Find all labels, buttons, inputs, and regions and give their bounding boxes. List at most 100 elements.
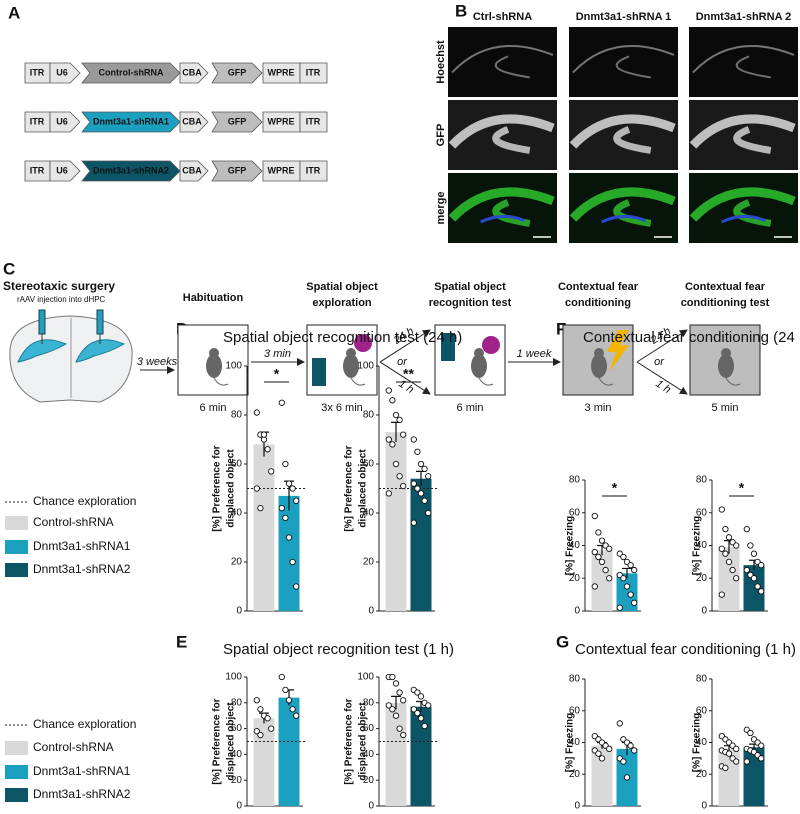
- data-point: [396, 416, 403, 424]
- data-point: [750, 550, 758, 557]
- data-point: [389, 673, 396, 681]
- data-point: [400, 482, 407, 490]
- construct-label: U6: [56, 116, 68, 126]
- tissue: [572, 44, 675, 74]
- data-point: [257, 504, 264, 512]
- step-title: conditioning: [565, 297, 631, 309]
- y-tick-label: 40: [569, 540, 581, 551]
- y-tick-label: 40: [363, 749, 375, 760]
- data-point: [598, 558, 606, 566]
- column-header: Dnmt3a1-shRNA 1: [576, 11, 672, 23]
- y-tick-label: 80: [231, 697, 243, 708]
- mouse: [471, 354, 487, 378]
- significance: *: [612, 480, 618, 496]
- y-axis-label: [%] Freezing: [565, 713, 576, 772]
- y-tick-label: 80: [696, 475, 708, 486]
- bar: [591, 745, 613, 806]
- y-axis-label: [%] Preference for: [212, 445, 223, 531]
- data-point: [623, 774, 631, 781]
- y-tick-label: 80: [363, 697, 375, 708]
- construct-element: [179, 160, 209, 182]
- data-point: [257, 731, 264, 739]
- object-circle: [354, 334, 372, 352]
- data-point: [289, 558, 296, 566]
- mouse-tail: [725, 377, 741, 386]
- data-point: [253, 728, 260, 735]
- data-point: [392, 460, 400, 468]
- data-point: [718, 591, 725, 598]
- legend-label: Dnmt3a1-shRNA1: [33, 539, 131, 553]
- construct-label: WPRE: [268, 165, 295, 175]
- y-tick-label: 100: [357, 672, 374, 683]
- data-point: [750, 575, 758, 582]
- mouse-tail: [598, 377, 614, 386]
- panel-title: Contextual fear conditioning (24 h): [583, 329, 800, 346]
- mouse: [206, 354, 222, 378]
- tissue: [492, 199, 531, 227]
- data-point: [285, 697, 293, 704]
- mouse-tail: [350, 377, 366, 386]
- data-point: [733, 575, 740, 582]
- data-point: [627, 562, 634, 569]
- y-axis-label: displaced object: [226, 702, 237, 781]
- data-point: [289, 485, 296, 492]
- data-point: [392, 411, 400, 419]
- syringe: [96, 309, 104, 335]
- mouse-tail: [213, 377, 229, 386]
- data-point: [289, 706, 296, 713]
- transition-label: or: [397, 356, 408, 368]
- data-point: [616, 720, 623, 727]
- construct-label: GFP: [228, 67, 247, 77]
- construct-label: WPRE: [268, 116, 295, 126]
- y-tick-label: 20: [569, 573, 581, 584]
- data-point: [718, 506, 725, 513]
- arrow: [379, 361, 431, 395]
- y-tick-label: 40: [696, 737, 708, 748]
- data-point: [417, 460, 425, 468]
- data-point: [722, 550, 729, 557]
- data-point: [282, 460, 289, 468]
- data-point: [417, 693, 425, 700]
- data-point: [733, 758, 740, 765]
- y-tick-label: 0: [701, 801, 707, 812]
- tissue: [569, 114, 676, 149]
- bar: [385, 432, 407, 611]
- y-axis-label: [%] Preference for: [212, 698, 223, 784]
- data-point: [631, 747, 638, 754]
- data-point: [725, 750, 733, 757]
- y-tick-label: 80: [696, 674, 708, 685]
- y-axis-label: displaced object: [226, 449, 237, 528]
- hippocampus: [17, 339, 68, 363]
- data-point: [410, 519, 417, 526]
- bar: [278, 495, 300, 611]
- data-point: [421, 497, 428, 504]
- tissue: [733, 199, 772, 227]
- step-title: Contextual fear: [558, 281, 639, 293]
- data-point: [631, 566, 638, 574]
- legend-label: Chance exploration: [33, 717, 136, 731]
- data-point: [591, 512, 598, 520]
- y-tick-label: 80: [569, 475, 581, 486]
- construct-element: [299, 160, 328, 182]
- data-point: [758, 742, 765, 749]
- data-point: [392, 680, 400, 687]
- arrow: [636, 329, 688, 363]
- construct-label: ITR: [30, 67, 45, 77]
- y-tick-label: 20: [696, 769, 708, 780]
- panel-title: Spatial object recognition test (24 h): [223, 329, 462, 346]
- micrograph: [569, 27, 678, 97]
- y-tick-label: 40: [231, 508, 243, 519]
- construct-label: Dnmt3a1-shRNA2: [93, 165, 169, 175]
- legend-label: Control-shRNA: [33, 740, 114, 754]
- y-axis-label: [%] Freezing: [692, 516, 703, 575]
- micrograph: [448, 27, 557, 97]
- y-axis-label: [%] Freezing: [692, 713, 703, 772]
- data-point: [725, 534, 733, 541]
- data-point: [722, 525, 729, 533]
- bar: [410, 706, 432, 806]
- data-point: [389, 397, 396, 404]
- data-point: [743, 525, 750, 533]
- data-point: [264, 715, 271, 722]
- data-point: [725, 558, 733, 566]
- mouse: [343, 354, 359, 378]
